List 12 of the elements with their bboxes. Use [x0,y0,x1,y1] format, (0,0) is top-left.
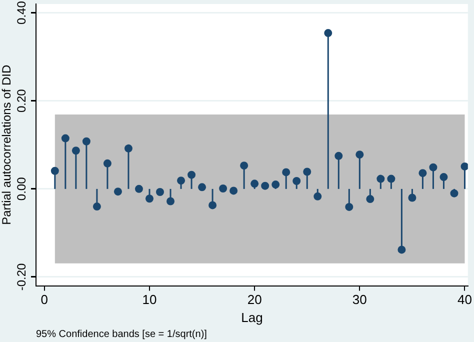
y-tick-label: 0.20 [14,88,28,113]
y-axis-title: Partial autocorrelations of DID [0,64,14,225]
x-tick-label: 0 [40,292,48,308]
x-axis-title: Lag [241,310,263,325]
x-tick-label: 30 [352,292,367,308]
x-tick-label: 20 [247,292,262,308]
y-tick-label: 0.00 [14,176,28,201]
text: 95% Confidence bands [se = 1/sqrt(n)] [36,329,208,340]
x-tick-label: 10 [142,292,157,308]
x-tick-label: 40 [458,292,472,308]
y-tick-label: -0.20 [14,262,28,291]
y-tick-label: 0.40 [14,0,28,24]
